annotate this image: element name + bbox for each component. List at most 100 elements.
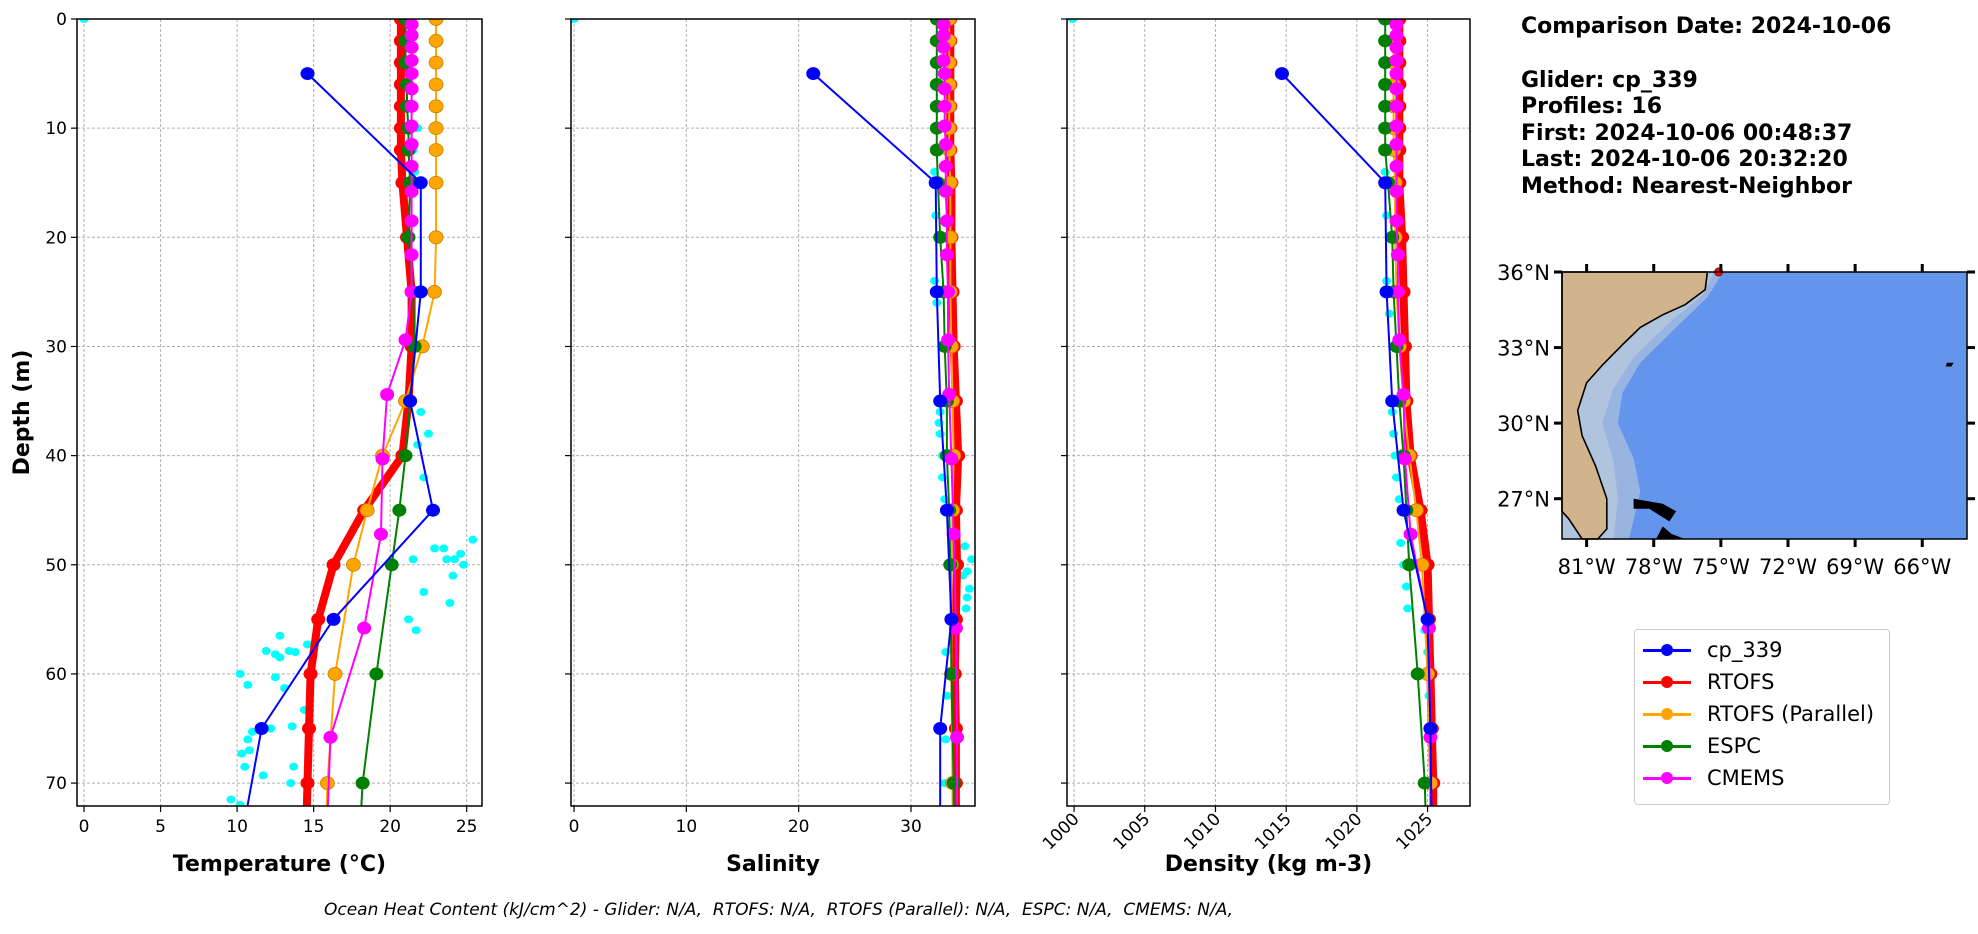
series-point	[1396, 387, 1411, 401]
series-point	[426, 503, 441, 517]
y-axis-label: Depth (m)	[10, 350, 35, 476]
glider-raw-point	[270, 673, 280, 682]
series-point	[403, 394, 418, 408]
y-tick-label: 0	[56, 10, 67, 30]
glider-name: Glider: cp_339	[1521, 67, 1698, 93]
x-tick-label: 1025	[1392, 809, 1437, 854]
series-point	[1389, 19, 1404, 31]
series-point	[355, 776, 370, 790]
glider-raw-point	[235, 800, 245, 806]
bahamas-island	[1633, 498, 1677, 522]
series-point	[941, 285, 956, 299]
lat-tick-label: 33°N	[1497, 337, 1550, 361]
lon-tick-label: 75°W	[1692, 555, 1750, 579]
x-tick-label: 5	[155, 817, 166, 837]
axes-frame	[76, 18, 483, 807]
series-point	[936, 40, 951, 54]
panel-0: 0 5 10 15 20 25 0 10 20 30 40 50 60 70 Temperature (°C…	[45, 10, 483, 877]
series-point	[950, 730, 965, 744]
series-point	[375, 452, 390, 466]
series-point	[404, 248, 419, 262]
bahamas-island	[1656, 526, 1686, 539]
series-point	[311, 612, 326, 626]
series-point	[380, 387, 395, 401]
glider-raw-point	[967, 555, 975, 564]
series-point	[428, 33, 444, 48]
glider-raw-point	[962, 593, 972, 602]
series-point	[398, 449, 413, 463]
series-point	[413, 176, 428, 190]
y-tick-label: 70	[45, 774, 67, 794]
glider-raw-point	[430, 544, 440, 553]
lon-tick-label: 66°W	[1893, 555, 1951, 579]
legend-item: CMEMS	[1635, 762, 1889, 794]
series-point	[404, 119, 419, 133]
series-point	[937, 119, 952, 133]
glider-raw-point	[941, 735, 951, 744]
glider-raw-point	[423, 429, 433, 438]
bermuda-island	[1945, 362, 1954, 367]
y-tick-label: 60	[45, 665, 67, 685]
legend-swatch-icon	[1643, 739, 1691, 753]
series-point	[428, 99, 444, 114]
series-point	[929, 285, 944, 299]
legend-item: RTOFS (Parallel)	[1635, 698, 1889, 730]
series-point	[938, 159, 953, 173]
series-point	[939, 214, 954, 228]
series-point	[1274, 67, 1289, 81]
series-point	[373, 527, 388, 541]
series-point	[413, 285, 428, 299]
series-point	[1385, 230, 1400, 244]
series-point	[1389, 67, 1404, 81]
series-point	[404, 138, 419, 152]
series-point	[933, 722, 948, 736]
glider-raw-point	[408, 555, 418, 564]
legend-label: CMEMS	[1707, 766, 1785, 790]
series-point	[1389, 40, 1404, 54]
last-time: Last: 2024-10-06 20:32:20	[1521, 147, 1848, 173]
series-point	[937, 67, 952, 81]
plot-area	[1068, 19, 1441, 866]
series-point	[1379, 285, 1394, 299]
series-point	[946, 776, 961, 790]
series-point	[1378, 77, 1393, 91]
x-tick-label: 10	[226, 817, 248, 837]
glider-raw-point	[1401, 582, 1411, 591]
lon-tick-label: 69°W	[1826, 555, 1884, 579]
series-point	[404, 184, 419, 198]
x-tick-label: 25	[456, 817, 478, 837]
glider-raw-point	[266, 724, 276, 733]
glider-raw-point	[235, 669, 245, 678]
series-point	[1425, 853, 1439, 866]
inset-map: 36°N 33°N 30°N 27°N 81°W 78°W 75°W 72°W 69°W 66°W	[1497, 261, 1975, 579]
series-point	[1389, 138, 1404, 152]
legend-swatch-icon	[1643, 643, 1691, 657]
glider-raw-point	[404, 615, 414, 624]
legend-item: RTOFS	[1635, 666, 1889, 698]
series-point	[949, 831, 963, 844]
series-point	[327, 667, 343, 681]
y-tick-label: 10	[45, 119, 67, 139]
lat-tick-label: 27°N	[1497, 488, 1550, 512]
series-point	[369, 667, 384, 681]
y-tick-label: 20	[45, 228, 67, 248]
series-point	[1397, 452, 1412, 466]
x-axis-label: Salinity	[726, 852, 820, 877]
glider-raw-point	[240, 762, 250, 771]
glider-raw-point	[275, 631, 285, 640]
glider-raw-point	[442, 555, 452, 564]
series-point	[1389, 214, 1404, 228]
x-tick-label: 1015	[1251, 809, 1296, 854]
x-tick-label: 30	[900, 817, 922, 837]
series-point	[1389, 159, 1404, 173]
series-point	[946, 831, 960, 844]
series-point	[254, 722, 269, 736]
glider-raw-point	[445, 598, 455, 607]
series-point	[398, 333, 413, 347]
series-line-rtofs	[302, 19, 416, 806]
legend-label: RTOFS (Parallel)	[1707, 702, 1875, 726]
legend-item: ESPC	[1635, 730, 1889, 762]
series-line-cp_339	[812, 72, 953, 806]
series-point	[427, 284, 442, 299]
